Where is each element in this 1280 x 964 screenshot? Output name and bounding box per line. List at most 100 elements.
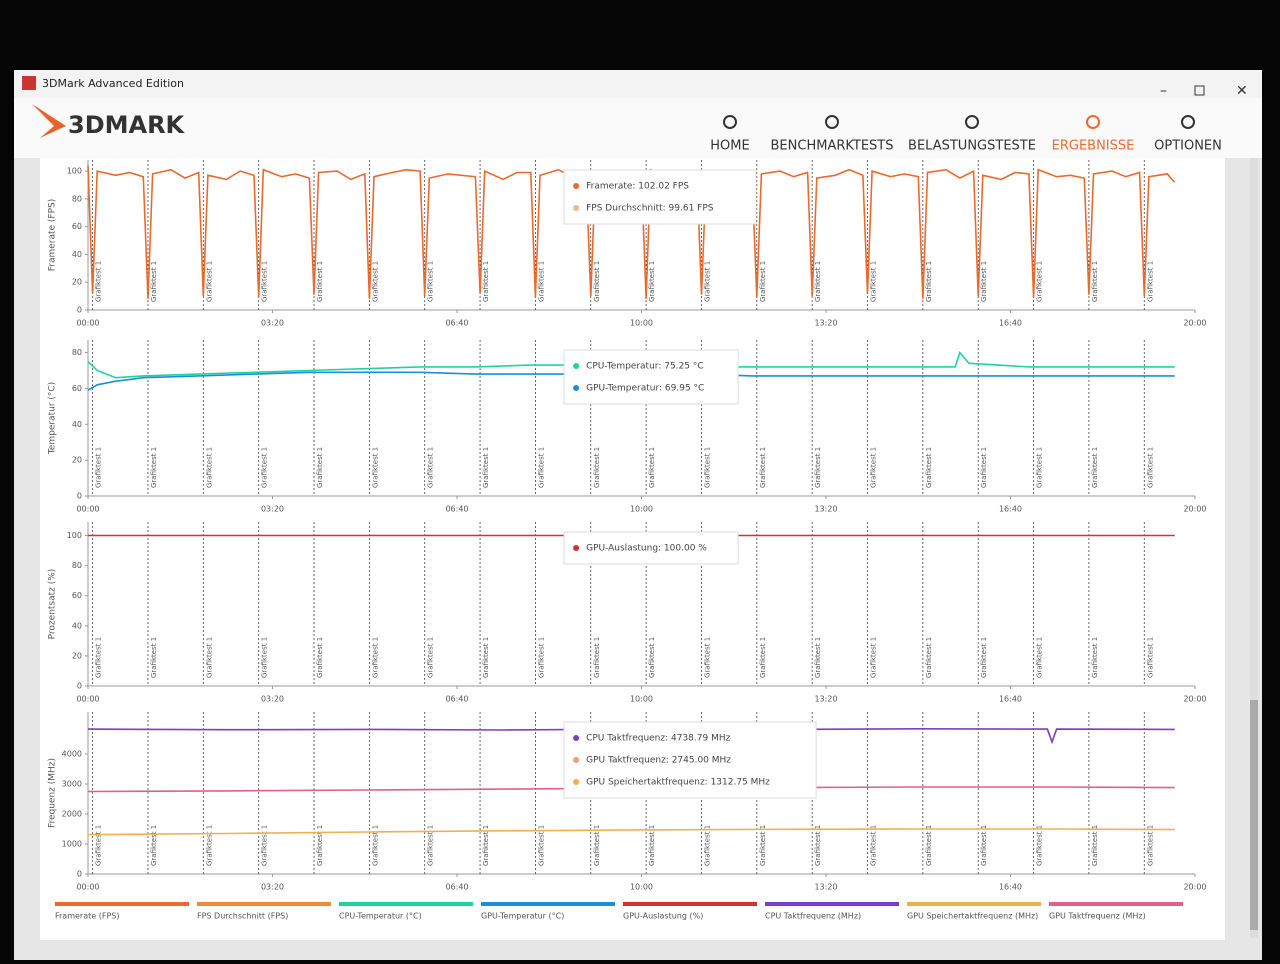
test-marker-label: Grafiktest 1 [593,261,601,302]
y-tick-label: 4000 [62,750,82,759]
tooltip-dot [573,757,580,763]
test-marker-label: Grafiktest 1 [316,825,324,866]
nav-icon [825,115,839,129]
test-marker-label: Grafiktest 1 [980,825,988,866]
y-tick-label: 20 [72,651,82,660]
x-tick-label: 16:40 [999,883,1022,892]
x-tick-label: 00:00 [76,505,99,514]
close[interactable]: ✕ [1236,83,1248,99]
test-marker-label: Grafiktest 1 [537,447,545,488]
nav-item[interactable]: OPTIONEN [1154,139,1222,154]
test-marker-label: Grafiktest 1 [1146,637,1154,678]
test-marker-label: Grafiktest 1 [593,637,601,678]
legend-label: CPU Taktfrequenz (MHz) [765,912,861,921]
x-tick-label: 20:00 [1183,319,1206,328]
tooltip-text: GPU-Auslastung: 100.00 % [586,544,707,554]
y-tick-label: 40 [72,420,82,429]
nav-item[interactable]: HOME [710,139,749,154]
test-marker-label: Grafiktest 1 [316,447,324,488]
test-marker-label: Grafiktest 1 [925,637,933,678]
x-tick-label: 13:20 [814,319,837,328]
tooltip-dot [573,735,580,741]
tooltip-text: GPU Taktfrequenz: 2745.00 MHz [586,756,731,766]
maximize[interactable] [1194,85,1205,96]
nav-item[interactable]: ERGEBNISSE [1052,139,1135,154]
tooltip-dot [573,363,580,369]
test-marker-label: Grafiktest 1 [759,825,767,866]
test-marker-label: Grafiktest 1 [95,261,103,302]
y-tick-label: 2000 [62,810,82,819]
test-marker-label: Grafiktest 1 [1036,261,1044,302]
y-axis-title: Framerate (FPS) [48,199,58,272]
test-marker-label: Grafiktest 1 [1146,825,1154,866]
x-tick-label: 10:00 [630,319,653,328]
legend-label: FPS Durchschnitt (FPS) [197,912,288,921]
tooltip-text: Framerate: 102.02 FPS [586,182,689,192]
y-axis-title: Temperatur (°C) [48,382,58,455]
nav-item[interactable]: BENCHMARKTESTS [771,139,894,154]
test-marker-label: Grafiktest 1 [427,637,435,678]
nav-icon [965,115,979,129]
tooltip-text: CPU-Temperatur: 75.25 °C [586,362,704,372]
y-axis-title: Frequenz (MHz) [48,758,58,828]
nav-item[interactable]: BELASTUNGSTESTE [908,139,1036,154]
tooltip-text: CPU Taktfrequenz: 4738.79 MHz [586,734,731,744]
y-tick-label: 100 [67,167,82,176]
tooltip-dot [573,779,580,785]
test-marker-label: Grafiktest 1 [371,261,379,302]
x-tick-label: 13:20 [814,505,837,514]
legend-label: GPU Speichertaktfrequenz (MHz) [907,912,1038,921]
test-marker-label: Grafiktest 1 [648,637,656,678]
logo: 3DMARK [68,111,186,139]
x-tick-label: 03:20 [261,505,284,514]
test-marker-label: Grafiktest 1 [980,447,988,488]
legend-swatch [1049,902,1183,906]
y-tick-label: 0 [77,870,82,879]
test-marker-label: Grafiktest 1 [261,261,269,302]
y-tick-label: 20 [72,278,82,287]
x-tick-label: 10:00 [630,883,653,892]
y-tick-label: 80 [72,348,82,357]
test-marker-label: Grafiktest 1 [205,637,213,678]
legend-swatch [197,902,331,906]
test-marker-label: Grafiktest 1 [925,261,933,302]
test-marker-label: Grafiktest 1 [1091,261,1099,302]
y-tick-label: 60 [72,222,82,231]
legend-swatch [339,902,473,906]
test-marker-label: Grafiktest 1 [703,447,711,488]
test-marker-label: Grafiktest 1 [1036,447,1044,488]
test-marker-label: Grafiktest 1 [482,825,490,866]
test-marker-label: Grafiktest 1 [703,637,711,678]
test-marker-label: Grafiktest 1 [593,447,601,488]
legend-label: GPU-Temperatur (°C) [481,912,564,921]
y-tick-label: 3000 [62,780,82,789]
tooltip-dot [573,205,580,211]
test-marker-label: Grafiktest 1 [814,825,822,866]
test-marker-label: Grafiktest 1 [759,447,767,488]
test-marker-label: Grafiktest 1 [261,637,269,678]
test-marker-label: Grafiktest 1 [537,825,545,866]
test-marker-label: Grafiktest 1 [759,637,767,678]
test-marker-label: Grafiktest 1 [925,447,933,488]
tooltip-dot [573,545,580,551]
nav-icon [1086,115,1100,129]
minimize[interactable]: – [1160,83,1167,99]
test-marker-label: Grafiktest 1 [870,261,878,302]
scrollbar [1250,158,1258,938]
test-marker-label: Grafiktest 1 [980,261,988,302]
y-tick-label: 20 [72,456,82,465]
x-tick-label: 06:40 [445,505,468,514]
tooltip [563,349,739,405]
y-tick-label: 100 [67,531,82,540]
test-marker-label: Grafiktest 1 [759,261,767,302]
x-tick-label: 00:00 [76,695,99,704]
tooltip-dot [573,385,580,391]
x-tick-label: 06:40 [445,883,468,892]
x-tick-label: 06:40 [445,695,468,704]
x-tick-label: 20:00 [1183,883,1206,892]
x-tick-label: 13:20 [814,883,837,892]
test-marker-label: Grafiktest 1 [371,447,379,488]
test-marker-label: Grafiktest 1 [482,637,490,678]
